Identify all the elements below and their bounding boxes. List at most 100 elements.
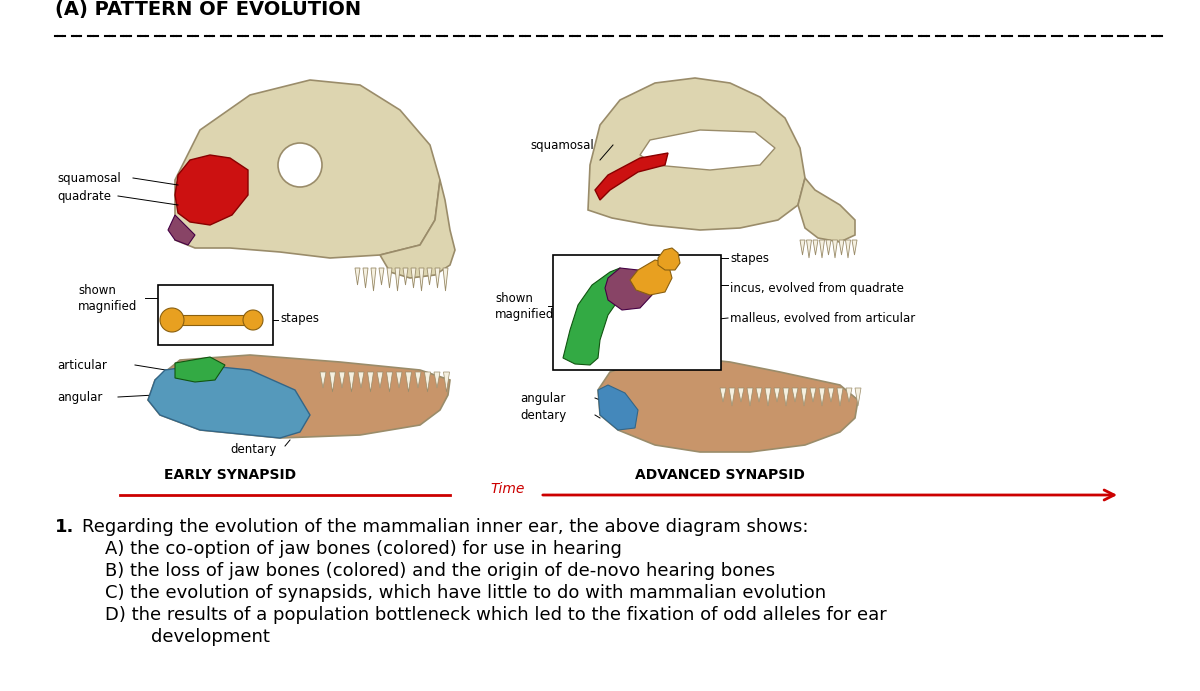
Polygon shape xyxy=(854,388,862,406)
Circle shape xyxy=(278,143,322,187)
Polygon shape xyxy=(838,388,842,406)
Polygon shape xyxy=(820,240,824,258)
Polygon shape xyxy=(846,388,852,402)
Text: articular: articular xyxy=(58,359,107,372)
Text: development: development xyxy=(106,628,270,646)
Text: stapes: stapes xyxy=(280,312,319,325)
Text: Time: Time xyxy=(490,482,524,496)
Polygon shape xyxy=(774,388,780,402)
Circle shape xyxy=(242,310,263,330)
Polygon shape xyxy=(598,385,638,430)
Polygon shape xyxy=(588,78,805,230)
Circle shape xyxy=(160,308,184,332)
FancyBboxPatch shape xyxy=(553,255,721,370)
Text: angular: angular xyxy=(520,392,565,404)
Polygon shape xyxy=(730,388,734,406)
Polygon shape xyxy=(379,268,384,285)
Polygon shape xyxy=(605,268,652,310)
Text: C) the evolution of synapsids, which have little to do with mammalian evolution: C) the evolution of synapsids, which hav… xyxy=(106,584,826,602)
Text: malleus, evolved from articular: malleus, evolved from articular xyxy=(730,312,916,325)
Polygon shape xyxy=(806,240,811,258)
Polygon shape xyxy=(444,372,450,392)
Polygon shape xyxy=(784,388,790,406)
Text: stapes: stapes xyxy=(730,252,769,265)
Text: magnified: magnified xyxy=(78,299,137,312)
Polygon shape xyxy=(818,388,826,406)
Text: magnified: magnified xyxy=(496,307,554,321)
Polygon shape xyxy=(738,388,744,402)
Polygon shape xyxy=(395,268,400,291)
Polygon shape xyxy=(810,388,816,402)
Polygon shape xyxy=(756,388,762,402)
Polygon shape xyxy=(386,372,392,392)
Polygon shape xyxy=(746,388,754,406)
Text: (A) PATTERN OF EVOLUTION: (A) PATTERN OF EVOLUTION xyxy=(55,0,361,19)
Text: Regarding the evolution of the mammalian inner ear, the above diagram shows:: Regarding the evolution of the mammalian… xyxy=(82,518,809,536)
Polygon shape xyxy=(720,388,726,402)
Polygon shape xyxy=(833,240,838,258)
Polygon shape xyxy=(320,372,326,388)
Polygon shape xyxy=(436,268,440,288)
Polygon shape xyxy=(175,80,440,258)
Polygon shape xyxy=(367,372,373,392)
Polygon shape xyxy=(802,388,808,406)
Polygon shape xyxy=(595,153,668,200)
Polygon shape xyxy=(852,240,857,255)
Polygon shape xyxy=(168,215,194,245)
Polygon shape xyxy=(386,268,392,288)
Polygon shape xyxy=(371,268,376,291)
Text: incus, evolved from quadrate: incus, evolved from quadrate xyxy=(730,281,904,294)
Text: shown: shown xyxy=(78,283,116,296)
Polygon shape xyxy=(766,388,772,406)
Polygon shape xyxy=(419,268,424,291)
Polygon shape xyxy=(814,240,818,255)
Polygon shape xyxy=(170,315,256,325)
Polygon shape xyxy=(396,372,402,388)
Polygon shape xyxy=(358,372,364,388)
Polygon shape xyxy=(415,372,421,388)
Polygon shape xyxy=(377,372,383,388)
Polygon shape xyxy=(364,268,368,288)
Text: quadrate: quadrate xyxy=(58,189,112,202)
Text: dentary: dentary xyxy=(520,408,566,422)
Polygon shape xyxy=(563,268,628,365)
Polygon shape xyxy=(443,268,448,291)
Polygon shape xyxy=(598,358,858,452)
Polygon shape xyxy=(148,365,310,438)
Polygon shape xyxy=(403,268,408,285)
Text: EARLY SYNAPSID: EARLY SYNAPSID xyxy=(164,468,296,482)
Polygon shape xyxy=(410,268,416,288)
Text: dentary: dentary xyxy=(230,444,276,457)
Polygon shape xyxy=(828,388,834,402)
Polygon shape xyxy=(425,372,431,392)
Polygon shape xyxy=(792,388,798,402)
Polygon shape xyxy=(330,372,336,392)
Polygon shape xyxy=(640,130,775,170)
Polygon shape xyxy=(800,240,805,255)
Polygon shape xyxy=(175,155,248,225)
Polygon shape xyxy=(798,178,854,242)
Text: shown: shown xyxy=(496,292,533,305)
Polygon shape xyxy=(406,372,412,392)
Text: A) the co-option of jaw bones (colored) for use in hearing: A) the co-option of jaw bones (colored) … xyxy=(106,540,622,558)
Polygon shape xyxy=(839,240,844,255)
Polygon shape xyxy=(355,268,360,285)
Polygon shape xyxy=(348,372,354,392)
Polygon shape xyxy=(340,372,346,388)
Text: ADVANCED SYNAPSID: ADVANCED SYNAPSID xyxy=(635,468,805,482)
Polygon shape xyxy=(630,260,672,295)
FancyBboxPatch shape xyxy=(158,285,274,345)
Text: D) the results of a population bottleneck which led to the fixation of odd allel: D) the results of a population bottlenec… xyxy=(106,606,887,624)
Polygon shape xyxy=(148,355,450,438)
Polygon shape xyxy=(175,357,226,382)
Polygon shape xyxy=(846,240,851,258)
Text: B) the loss of jaw bones (colored) and the origin of de-novo hearing bones: B) the loss of jaw bones (colored) and t… xyxy=(106,562,775,580)
Polygon shape xyxy=(427,268,432,285)
Text: angular: angular xyxy=(58,390,102,404)
Polygon shape xyxy=(826,240,830,255)
Text: 1.: 1. xyxy=(55,518,74,536)
Text: squamosal: squamosal xyxy=(530,138,594,151)
Polygon shape xyxy=(434,372,440,388)
Polygon shape xyxy=(380,180,455,278)
Text: squamosal: squamosal xyxy=(58,171,121,184)
